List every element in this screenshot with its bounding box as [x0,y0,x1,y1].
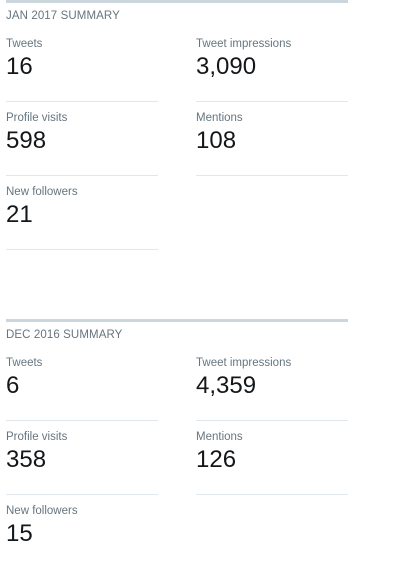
stat-value: 21 [6,201,33,228]
stat-value: 358 [6,446,47,473]
stat-label: Mentions [196,112,243,124]
stat-label: Tweets [6,38,43,50]
summary-title: JAN 2017 SUMMARY [6,10,120,22]
summary-title: DEC 2016 SUMMARY [6,329,123,341]
stat-value: 16 [6,53,33,80]
stat-value: 15 [6,520,33,547]
stat-mentions: Mentions 126 [196,421,348,495]
stat-label: New followers [6,186,78,198]
stat-value: 108 [196,127,237,154]
stat-new-followers: New followers 21 [6,176,158,250]
stat-mentions: Mentions 108 [196,102,348,176]
stat-label: Mentions [196,431,243,443]
stat-label: Profile visits [6,431,68,443]
stat-value: 598 [6,127,47,154]
stat-tweets: Tweets 6 [6,347,158,421]
summary-jan-2017: JAN 2017 SUMMARY Tweets 16 Tweet impress… [6,0,348,250]
stat-profile-visits: Profile visits 358 [6,421,158,495]
stat-label: Tweets [6,357,43,369]
stat-label: Profile visits [6,112,68,124]
stat-tweet-impressions: Tweet impressions 4,359 [196,347,348,421]
stat-value: 4,359 [196,372,257,399]
stat-label: Tweet impressions [196,357,292,369]
stat-value: 3,090 [196,53,257,80]
stat-label: New followers [6,505,78,517]
stat-value: 6 [6,372,20,399]
stat-tweet-impressions: Tweet impressions 3,090 [196,28,348,102]
stat-value: 126 [196,446,237,473]
stat-profile-visits: Profile visits 598 [6,102,158,176]
stat-new-followers: New followers 15 [6,495,158,569]
stat-label: Tweet impressions [196,38,292,50]
summary-dec-2016: DEC 2016 SUMMARY Tweets 6 Tweet impressi… [6,319,348,572]
stat-tweets: Tweets 16 [6,28,158,102]
